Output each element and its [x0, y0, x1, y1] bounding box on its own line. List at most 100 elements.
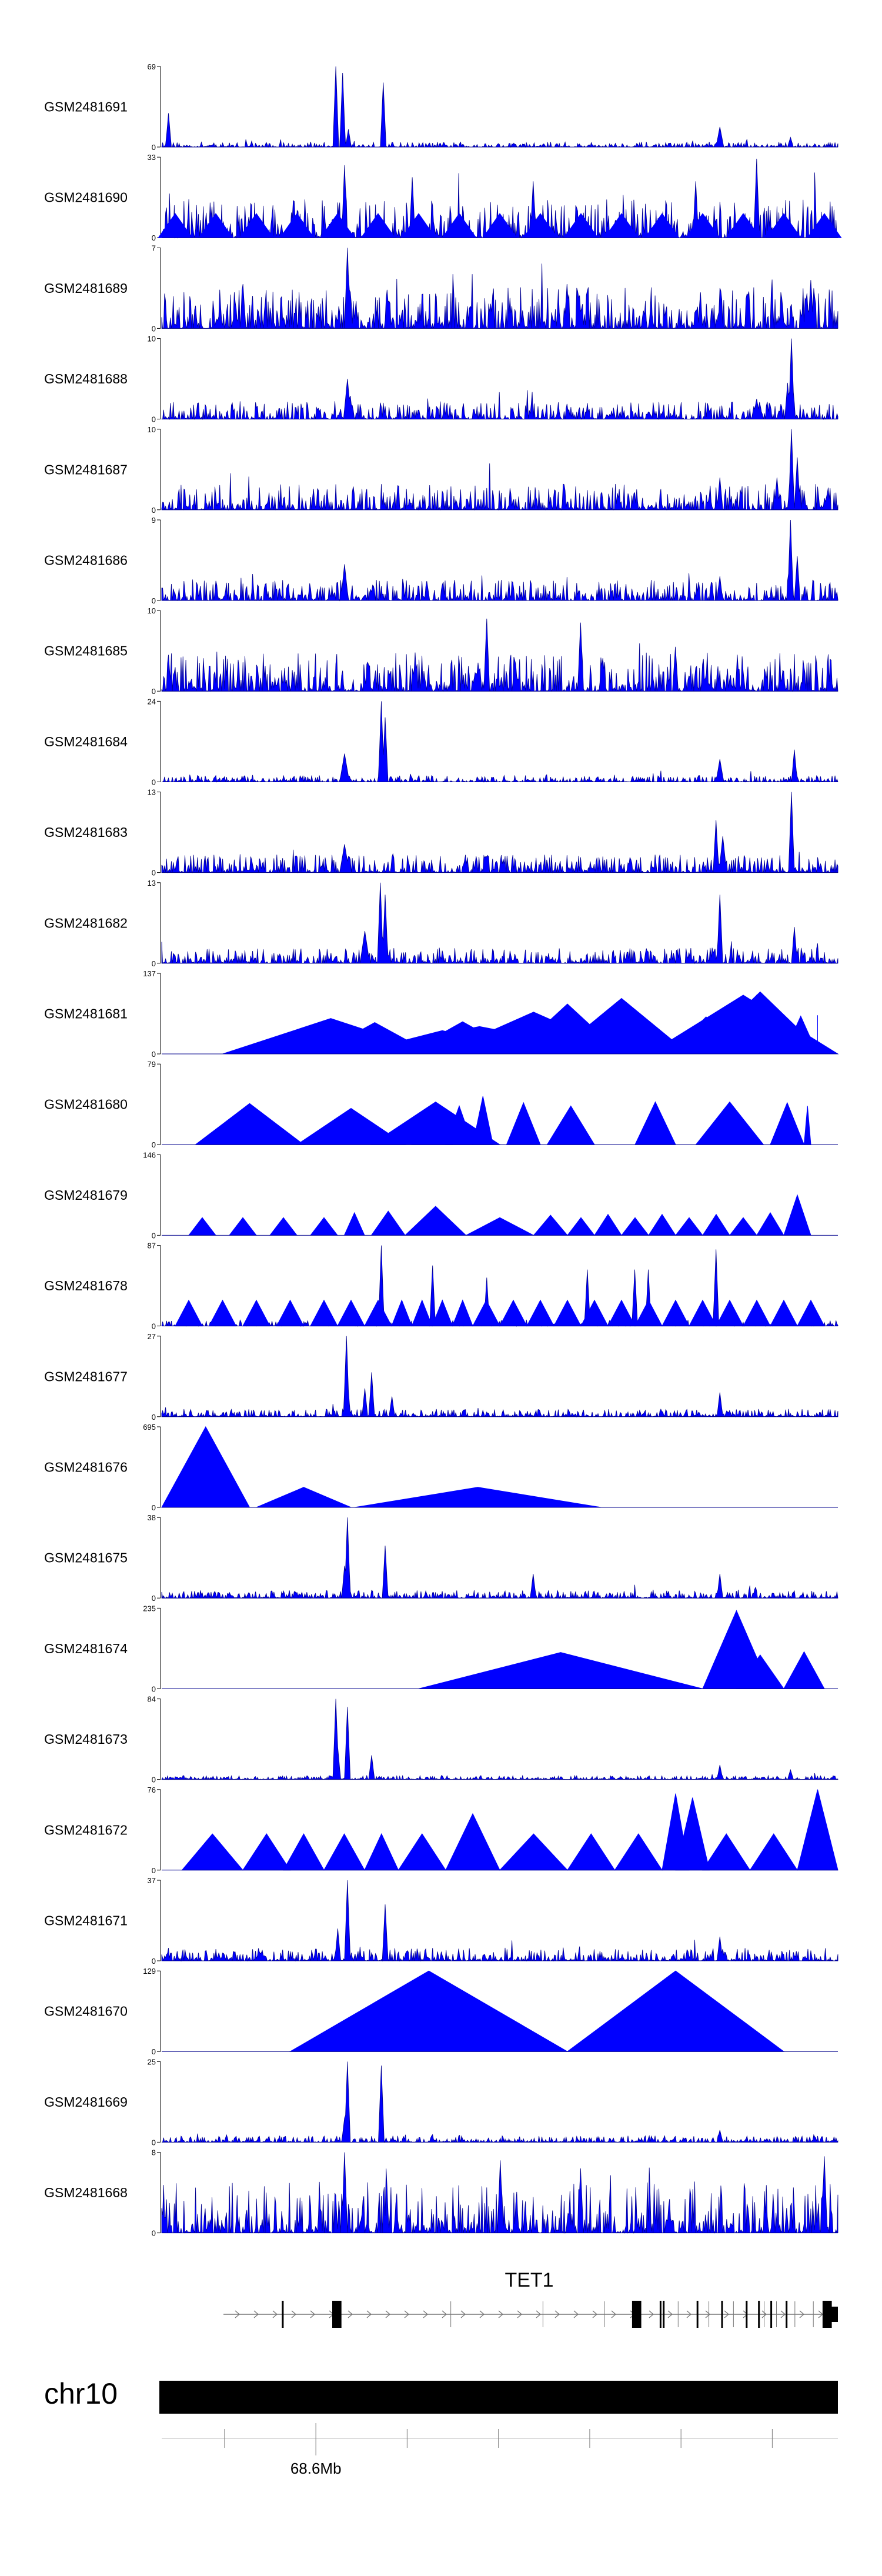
track-label: GSM2481674 — [44, 1641, 128, 1656]
coverage-triangle — [370, 1210, 406, 1236]
coverage-triangle — [634, 1101, 676, 1145]
y-max-label: 9 — [152, 516, 156, 525]
signal-area — [161, 66, 838, 148]
signal-area — [161, 429, 838, 511]
y-max-label: 10 — [148, 606, 156, 615]
y-min-label: 0 — [152, 1050, 156, 1059]
coverage-triangle — [783, 1194, 811, 1236]
strand-chevron — [423, 2310, 428, 2318]
strand-chevron — [611, 2310, 616, 2318]
signal-area — [161, 248, 838, 329]
track-label: GSM2481687 — [44, 462, 128, 477]
signal-area — [161, 882, 838, 965]
coverage-triangle — [766, 213, 801, 238]
coverage-triangle — [188, 1217, 217, 1236]
coverage-triangle — [276, 1299, 305, 1327]
y-max-label: 129 — [143, 1967, 156, 1976]
coverage-triangle — [553, 1299, 582, 1327]
strand-chevron — [573, 2310, 579, 2318]
strand-chevron — [442, 2310, 447, 2318]
signal-area — [161, 1517, 838, 1599]
y-min-label: 0 — [152, 1594, 156, 1603]
y-min-label: 0 — [152, 1413, 156, 1422]
y-min-label: 0 — [152, 869, 156, 877]
y-max-label: 87 — [148, 1242, 156, 1250]
coverage-triangle — [418, 1652, 703, 1689]
signal-area — [161, 519, 838, 602]
strand-chevron — [235, 2310, 240, 2318]
coverage-triangle — [614, 1833, 663, 1871]
track-label: GSM2481684 — [44, 734, 128, 749]
track-label: GSM2481681 — [44, 1006, 128, 1022]
coverage-triangle — [161, 1426, 250, 1508]
gene-exon — [632, 2301, 642, 2328]
signal-area — [162, 701, 838, 783]
track-label: GSM2481682 — [44, 915, 128, 930]
y-min-label: 0 — [152, 2138, 156, 2147]
coverage-triangle — [674, 1217, 704, 1236]
coverage-triangle — [208, 1299, 237, 1327]
signal-area — [161, 792, 838, 874]
coverage-triangle — [432, 1299, 453, 1327]
strand-chevron — [649, 2310, 654, 2318]
coverage-triangle — [634, 1299, 663, 1327]
coverage-triangle — [397, 1833, 446, 1871]
gene-exon — [746, 2301, 748, 2328]
coverage-triangle — [756, 1212, 784, 1236]
gene-exon — [663, 2301, 665, 2328]
strand-chevron — [799, 2310, 804, 2318]
track-label: GSM2481669 — [44, 2094, 128, 2110]
coverage-triangle — [279, 213, 315, 238]
gene-exon — [822, 2301, 832, 2328]
signal-area — [161, 338, 838, 421]
coverage-triangle — [283, 1833, 325, 1871]
signal-area — [161, 2152, 838, 2234]
coverage-triangle — [269, 1217, 298, 1236]
strand-chevron — [536, 2310, 541, 2318]
y-max-label: 10 — [148, 425, 156, 434]
coverage-triangle — [195, 1103, 305, 1145]
signal-area — [161, 1336, 838, 1418]
y-max-label: 79 — [148, 1060, 156, 1069]
coverage-triangle — [506, 1102, 541, 1145]
coverage-triangle — [716, 1299, 744, 1327]
y-min-label: 0 — [152, 1322, 156, 1331]
y-min-label: 0 — [152, 2047, 156, 2056]
strand-chevron — [554, 2310, 560, 2318]
gene-exon — [282, 2301, 284, 2328]
coverage-triangle — [364, 1299, 392, 1327]
signal-area — [161, 1699, 838, 1780]
strand-chevron — [310, 2310, 315, 2318]
coverage-triangle — [323, 1833, 365, 1871]
y-min-label: 0 — [152, 959, 156, 968]
strand-chevron — [385, 2310, 390, 2318]
strand-chevron — [761, 2310, 767, 2318]
strand-chevron — [404, 2310, 409, 2318]
track-label: GSM2481668 — [44, 2185, 128, 2200]
y-min-label: 0 — [152, 778, 156, 786]
strand-chevron — [479, 2310, 485, 2318]
coverage-triangle — [567, 1833, 616, 1871]
y-min-label: 0 — [152, 2229, 156, 2238]
coverage-triangle — [526, 1299, 554, 1327]
coverage-triangle — [499, 1833, 569, 1871]
y-max-label: 27 — [148, 1332, 156, 1341]
coverage-triangle — [695, 1101, 764, 1145]
y-max-label: 37 — [148, 1876, 156, 1885]
strand-chevron — [460, 2310, 466, 2318]
coverage-triangle — [242, 1833, 291, 1871]
coverage-triangle — [228, 1217, 258, 1236]
chromosome-label: chr10 — [44, 2377, 118, 2410]
coverage-triangle — [289, 1970, 569, 2052]
coverage-triangle — [648, 1213, 676, 1236]
coverage-triangle — [729, 1217, 758, 1236]
track-label: GSM2481676 — [44, 1460, 128, 1475]
coverage-triangle — [797, 1299, 825, 1327]
coverage-triangle — [364, 1833, 399, 1871]
strand-chevron — [780, 2310, 786, 2318]
coverage-triangle — [482, 213, 517, 238]
coverage-triangle — [472, 1096, 494, 1145]
coverage-triangle — [607, 1299, 636, 1327]
track-label: GSM2481683 — [44, 825, 128, 840]
